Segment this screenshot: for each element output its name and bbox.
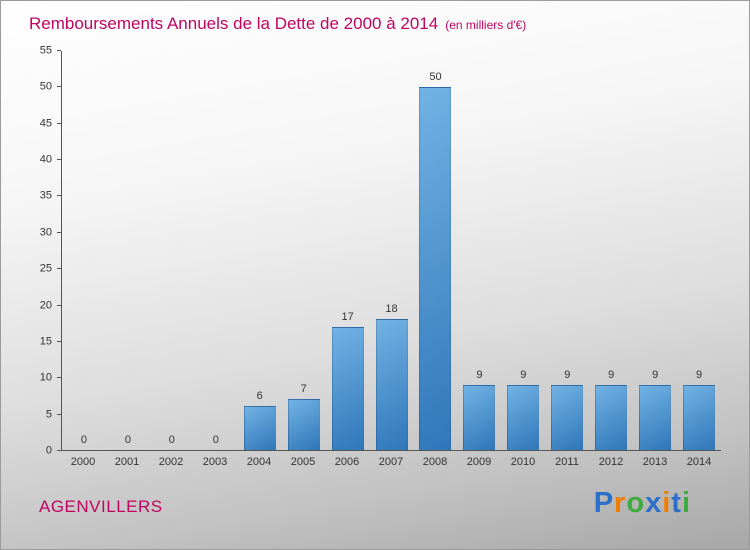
- bar-value-label: 9: [564, 368, 571, 381]
- y-axis-label: 50: [39, 80, 52, 93]
- bar-value-label: 0: [80, 434, 88, 446]
- bar-value-label: 9: [476, 368, 483, 381]
- bar-slot: 17: [326, 51, 370, 450]
- y-axis-tickmark: [57, 86, 61, 88]
- bar: [463, 384, 496, 450]
- bar: [331, 326, 364, 450]
- logo-letter: o: [626, 487, 646, 519]
- y-axis-tickmark: [57, 450, 61, 451]
- x-axis-label: 2000: [70, 456, 96, 468]
- bar: [595, 384, 628, 450]
- y-axis-label: 45: [39, 117, 52, 130]
- y-axis-label: 20: [39, 299, 52, 312]
- logo-letter: i: [681, 487, 691, 519]
- bar-slot: 9: [457, 51, 501, 450]
- y-axis-label: 5: [45, 408, 52, 421]
- y-axis-tickmark: [57, 304, 61, 306]
- bar-slot: 0: [106, 51, 150, 450]
- bar-value-label: 6: [256, 390, 263, 403]
- bar-slot: 9: [501, 51, 545, 450]
- bar-slot: 7: [282, 51, 326, 450]
- bar-slot: 9: [589, 51, 633, 450]
- bar: [375, 319, 408, 450]
- y-axis-label: 15: [39, 335, 52, 348]
- logo-letter: x: [645, 487, 663, 519]
- y-axis-label: 40: [39, 153, 52, 166]
- bar-value-label: 7: [300, 383, 307, 396]
- bar-value-label: 9: [652, 368, 659, 381]
- x-axis-label: 2012: [598, 456, 624, 468]
- logo-letter: i: [662, 487, 672, 519]
- bar: [243, 406, 276, 450]
- x-axis-label: 2002: [158, 456, 184, 468]
- bar-value-label: 18: [385, 303, 398, 316]
- y-axis-label: 30: [39, 226, 52, 239]
- x-axis-label: 2006: [334, 456, 360, 468]
- x-axis-label: 2004: [246, 456, 272, 468]
- commune-name: AGENVILLERS: [39, 497, 163, 516]
- x-axis-label: 2003: [202, 456, 228, 468]
- bar-slot: 9: [545, 51, 589, 450]
- x-axis: 2000 2001 2002 2003 2004 2005 2006 2007 2008 2009…: [61, 456, 721, 468]
- y-axis-label: 55: [39, 44, 52, 57]
- y-axis-tickmark: [57, 50, 61, 51]
- logo-letter: P: [593, 487, 615, 519]
- y-axis-tickmark: [57, 377, 61, 379]
- bar-slot: 9: [633, 51, 677, 450]
- x-axis-label: 2008: [422, 456, 448, 468]
- proxiti-logo[interactable]: Proxiti: [594, 487, 691, 520]
- x-axis-label: 2005: [290, 456, 316, 468]
- bar-value-label: 0: [168, 434, 175, 446]
- bar-slot: 9: [677, 51, 721, 450]
- bar: [639, 384, 672, 450]
- logo-letter: r: [614, 487, 627, 519]
- bar: [551, 384, 584, 450]
- bar: [683, 384, 716, 450]
- y-axis-tickmark: [57, 159, 61, 161]
- bar: [507, 384, 540, 450]
- bar-value-label: 9: [608, 368, 615, 381]
- y-axis: 0 5 10 15 20 25 30 35 40 45 50 55: [1, 45, 61, 456]
- x-axis-label: 2009: [466, 456, 492, 468]
- bar: [287, 399, 320, 450]
- y-axis-tickmark: [57, 122, 61, 124]
- x-axis-label: 2007: [378, 456, 404, 468]
- bar-slot: 0: [62, 51, 106, 450]
- bar-slot: 0: [150, 51, 194, 450]
- y-axis-tickmark: [57, 340, 61, 342]
- bar-value-label: 50: [429, 71, 442, 84]
- y-axis-tickmark: [57, 195, 61, 197]
- x-axis-label: 2010: [510, 456, 536, 468]
- y-axis-tickmark: [57, 231, 61, 233]
- bar-slot: 18: [370, 51, 414, 450]
- x-axis-label: 2011: [555, 456, 579, 468]
- bar-value-label: 9: [520, 368, 527, 381]
- bar-value-label: 0: [212, 434, 219, 446]
- bar-slot: 0: [194, 51, 238, 450]
- logo-letter: t: [671, 487, 682, 519]
- y-axis-tickmark: [57, 268, 61, 270]
- chart-header: Remboursements Annuels de la Dette de 20…: [29, 14, 526, 34]
- bar-value-label: 17: [341, 310, 354, 323]
- y-axis-label: 10: [39, 371, 52, 384]
- bar-slot: 6: [238, 51, 282, 450]
- bar-value-label: 9: [696, 368, 703, 381]
- bar: [419, 87, 452, 450]
- y-axis-label: 0: [45, 444, 52, 457]
- x-axis-label: 2001: [114, 456, 140, 468]
- y-axis-tickmark: [57, 413, 61, 415]
- bar-slot: 50: [414, 51, 458, 450]
- chart-subtitle: (en milliers d'€): [445, 18, 527, 32]
- bar-value-label: 0: [124, 434, 131, 446]
- plot-area: 0 0 0 0 6 7 17 18 50 9 9 9 9 9 9: [61, 51, 721, 451]
- x-axis-label: 2013: [642, 456, 668, 468]
- y-axis-label: 25: [39, 262, 52, 275]
- x-axis-label: 2014: [686, 456, 712, 468]
- chart-title: Remboursements Annuels de la Dette de 20…: [29, 14, 439, 33]
- y-axis-label: 35: [39, 189, 52, 202]
